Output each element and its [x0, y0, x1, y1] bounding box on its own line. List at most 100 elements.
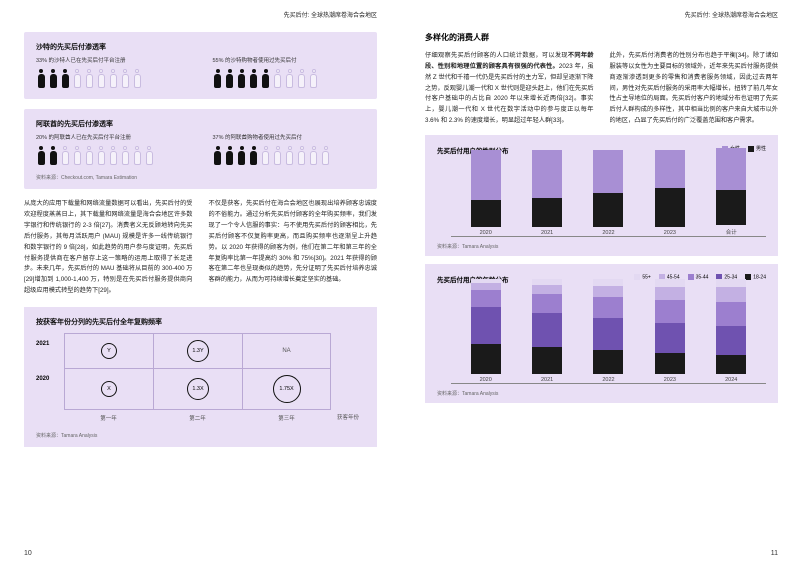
bar-segment	[471, 283, 501, 291]
saudi-left-caption: 33% 的沙特人已在先买后付平台注册	[36, 58, 189, 65]
person-icon	[132, 146, 142, 168]
person-icon	[36, 69, 46, 91]
person-icon	[144, 146, 154, 168]
page-left: 先买后付: 全球热潮席卷海合会地区 沙特的先买后付渗透率 33% 的沙特人已在先…	[0, 0, 401, 567]
right-col1-intro: 仔细观察先买后付顾客的人口统计数据，可以发现	[425, 52, 568, 59]
person-icon	[120, 69, 130, 91]
x-axis-label: 2021	[541, 230, 553, 236]
panel-uae: 阿联酋的先买后付渗透率 20% 的阿联酋人已在先买后付平台注册 37% 的阿联酋…	[24, 109, 377, 189]
right-body-text: 仔细观察先买后付顾客的人口统计数据，可以发现不同年龄段、性别和地理位置的顾客具有…	[425, 51, 778, 127]
chart-gender-area: 2020202120222023合计	[451, 159, 766, 237]
panel-cohort: 按获客年份分列的先买后付全年复购频率 2021Y1.3YNA2020X1.3X1…	[24, 307, 377, 447]
chart-gender-source: 资料来源：Tamara Analysis	[437, 243, 766, 250]
person-icon	[297, 146, 307, 168]
person-icon	[213, 146, 223, 168]
bar-segment	[655, 279, 685, 287]
panel-uae-title: 阿联酋的先买后付渗透率	[36, 119, 365, 129]
right-body-col1: 仔细观察先买后付顾客的人口统计数据，可以发现不同年龄段、性别和地理位置的顾客具有…	[425, 51, 594, 127]
person-icon	[132, 69, 142, 91]
bar-group: 2024	[713, 279, 749, 383]
bar-segment	[593, 150, 623, 193]
bar-stack	[593, 150, 623, 227]
uae-right-col: 37% 的阿联酋购物者使用过先买后付	[213, 135, 366, 168]
uae-right-caption: 37% 的阿联酋购物者使用过先买后付	[213, 135, 366, 142]
bar-segment	[716, 302, 746, 327]
person-icon	[225, 69, 235, 91]
cohort-title: 按获客年份分列的先买后付全年复购频率	[36, 317, 365, 327]
panel-uae-source: 资料来源：Checkout.com, Tamara Estimation	[36, 174, 365, 181]
bar-segment	[655, 300, 685, 323]
person-icon	[225, 146, 235, 168]
uae-left-pictogram	[36, 146, 189, 168]
saudi-right-caption: 55% 的沙特购物者使用过先买后付	[213, 58, 366, 65]
person-icon	[36, 146, 46, 168]
left-body-col2: 不仅是获客，先买后付在海合会地区也展现出培养顾客忠诚度的不俗能力。通过分析先买后…	[209, 199, 378, 297]
panel-saudi-title: 沙特的先买后付渗透率	[36, 42, 365, 52]
uae-right-pictogram	[213, 146, 366, 168]
page-right: 先买后付: 全球热潮席卷海合会地区 多样化的消费人群 仔细观察先买后付顾客的人口…	[401, 0, 802, 567]
bar-group: 2022	[590, 279, 626, 383]
bar-segment	[593, 193, 623, 227]
person-icon	[237, 69, 247, 91]
bar-segment	[471, 307, 501, 343]
x-axis-label: 2022	[602, 377, 614, 383]
page-number-right: 11	[771, 550, 778, 557]
person-icon	[84, 69, 94, 91]
person-icon	[48, 146, 58, 168]
bar-segment	[593, 297, 623, 318]
person-icon	[249, 69, 259, 91]
person-icon	[108, 69, 118, 91]
person-icon	[261, 146, 271, 168]
saudi-right-col: 55% 的沙特购物者使用过先买后付	[213, 58, 366, 91]
bar-segment	[716, 148, 746, 190]
right-col1-rest: 2023 年，虽然 Z 世代和千禧一代仍是先买后付的主力军，但却呈逐渐下降之势，…	[425, 63, 594, 124]
chart-age-panel: 先买后付用户的年龄分布 55+45-5435-4425-3418-24 2020…	[425, 264, 778, 403]
saudi-right-pictogram	[213, 69, 366, 91]
cohort-cell: 1.75X	[242, 368, 331, 409]
person-icon	[96, 69, 106, 91]
bar-segment	[471, 200, 501, 227]
uae-left-caption: 20% 的阿联酋人已在先买后付平台注册	[36, 135, 189, 142]
x-axis-label: 2022	[602, 230, 614, 236]
bar-segment	[532, 285, 562, 295]
person-icon	[96, 146, 106, 168]
x-axis-label: 2023	[664, 377, 676, 383]
person-icon	[72, 69, 82, 91]
cohort-source: 资料来源：Tamara Analysis	[36, 432, 365, 439]
person-icon	[309, 69, 319, 91]
person-icon	[249, 146, 259, 168]
bar-segment	[532, 198, 562, 227]
saudi-left-col: 33% 的沙特人已在先买后付平台注册	[36, 58, 189, 91]
bar-segment	[593, 318, 623, 350]
bar-segment	[655, 323, 685, 353]
bar-stack	[655, 150, 685, 227]
bar-segment	[471, 150, 501, 200]
bar-segment	[716, 190, 746, 225]
person-icon	[285, 146, 295, 168]
bar-segment	[532, 150, 562, 198]
person-icon	[84, 146, 94, 168]
bar-stack	[716, 148, 746, 225]
uae-left-col: 20% 的阿联酋人已在先买后付平台注册	[36, 135, 189, 168]
bar-segment	[471, 290, 501, 307]
bar-segment	[655, 353, 685, 374]
x-axis-label: 2020	[480, 230, 492, 236]
bar-segment	[655, 287, 685, 300]
x-axis-label: 2020	[480, 377, 492, 383]
person-icon	[213, 69, 223, 91]
bar-segment	[471, 344, 501, 374]
cohort-year-label: 2020	[36, 368, 64, 409]
bar-segment	[593, 279, 623, 286]
person-icon	[273, 146, 283, 168]
bar-group: 合计	[713, 148, 749, 236]
person-icon	[237, 146, 247, 168]
x-axis-label: 合计	[726, 228, 737, 236]
person-icon	[72, 146, 82, 168]
x-axis-label: 2024	[725, 377, 737, 383]
bar-segment	[532, 313, 562, 347]
bar-group: 2023	[652, 150, 688, 236]
bar-segment	[593, 286, 623, 297]
cohort-cell: X	[64, 368, 153, 409]
running-header-right: 先买后付: 全球热潮席卷海合会地区	[685, 10, 778, 19]
person-icon	[297, 69, 307, 91]
